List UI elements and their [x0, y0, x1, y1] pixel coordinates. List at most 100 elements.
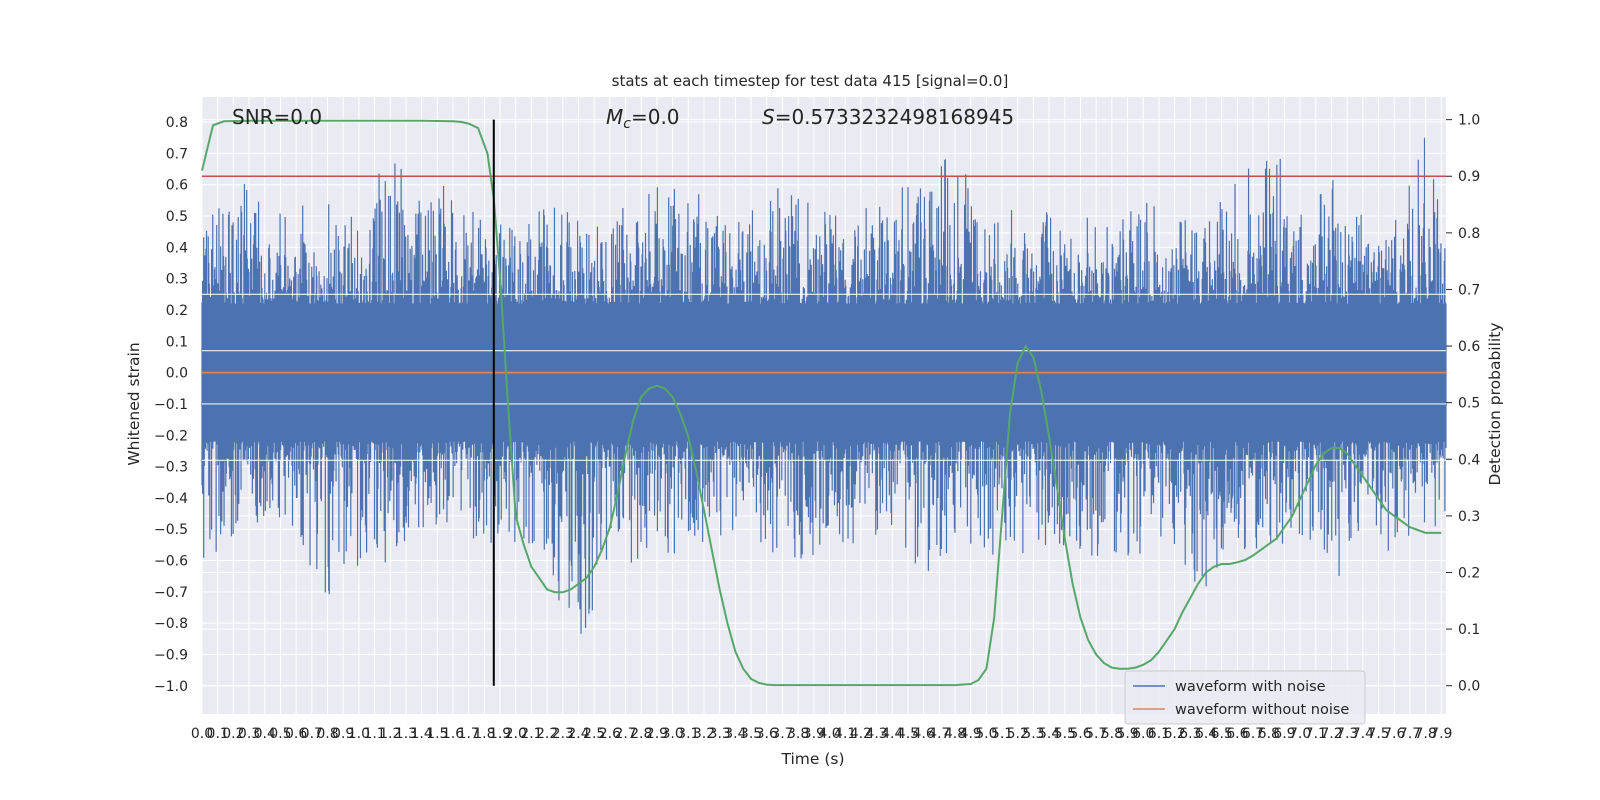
y2-tick-label: 0.2	[1458, 565, 1480, 581]
y-tick-label: 0.4	[166, 240, 188, 256]
x-tick-label: 3.4	[724, 726, 746, 742]
x-tick-label: 0.2	[222, 726, 244, 742]
y-tick-label: 0.5	[166, 209, 188, 225]
y2-axis-label: Detection probability	[1486, 323, 1504, 486]
x-tick-label: 3.6	[756, 726, 778, 742]
x-tick-label: 4.6	[912, 726, 934, 742]
x-tick-label: 5.3	[1022, 726, 1044, 742]
line-layer	[201, 119, 1446, 687]
y2-tick-label: 0.3	[1458, 509, 1480, 525]
chirp-mass-value: =0.0	[631, 105, 680, 129]
x-tick-label: 6.0	[1132, 726, 1154, 742]
x-tick-label: 0.1	[207, 726, 229, 742]
snr-annotation: SNR=0.0	[232, 105, 322, 129]
x-tick-label: 7.5	[1367, 726, 1389, 742]
x-tick-label: 1.8	[473, 726, 495, 742]
score-value: =0.5733232498168945	[775, 105, 1014, 129]
y-tick-label: 0.0	[166, 366, 188, 382]
x-tick-label: 7.6	[1383, 726, 1405, 742]
x-tick-label: 3.0	[661, 726, 683, 742]
tick-layer: 0.00.10.20.30.40.50.60.70.80.91.01.11.21…	[154, 113, 1480, 742]
y-tick-label: 0.3	[166, 272, 188, 288]
x-tick-label: 3.1	[677, 726, 699, 742]
x-tick-label: 0.4	[254, 726, 276, 742]
x-tick-label: 6.6	[1226, 726, 1248, 742]
y-axis-label: Whitened strain	[125, 342, 143, 465]
y2-tick-label: 0.5	[1458, 396, 1480, 412]
x-tick-label: 2.1	[520, 726, 542, 742]
x-tick-label: 7.1	[1305, 726, 1327, 742]
y-tick-label: 0.1	[166, 334, 188, 350]
x-tick-label: 5.6	[1069, 726, 1091, 742]
x-tick-label: 2.2	[536, 726, 558, 742]
x-tick-label: 4.0	[818, 726, 840, 742]
x-tick-label: 2.4	[567, 726, 589, 742]
x-tick-label: 7.7	[1399, 726, 1421, 742]
y-tick-label: −0.1	[154, 397, 188, 413]
x-tick-label: 1.4	[410, 726, 432, 742]
x-tick-label: 3.5	[740, 726, 762, 742]
x-tick-label: 6.1	[1148, 726, 1170, 742]
x-tick-label: 4.3	[865, 726, 887, 742]
x-tick-label: 7.4	[1352, 726, 1374, 742]
legend: waveform with noise waveform without noi…	[1124, 670, 1366, 725]
legend-label-clean: waveform without noise	[1175, 702, 1349, 718]
x-tick-label: 7.3	[1336, 726, 1358, 742]
x-tick-label: 1.6	[442, 726, 464, 742]
x-tick-label: 1.9	[489, 726, 511, 742]
x-tick-label: 6.4	[1195, 726, 1217, 742]
x-tick-label: 4.9	[960, 726, 982, 742]
x-tick-label: 7.8	[1414, 726, 1436, 742]
chart-title: stats at each timestep for test data 415…	[612, 72, 1009, 90]
x-tick-label: 0.6	[285, 726, 307, 742]
x-tick-label: 0.9	[332, 726, 354, 742]
y-tick-label: 0.6	[166, 178, 188, 194]
x-tick-label: 5.9	[1116, 726, 1138, 742]
y2-tick-label: 0.6	[1458, 339, 1480, 355]
x-tick-label: 4.8	[944, 726, 966, 742]
x-tick-label: 3.9	[803, 726, 825, 742]
x-tick-label: 0.0	[191, 726, 213, 742]
x-tick-label: 5.2	[1007, 726, 1029, 742]
chirp-mass-subscript: c	[623, 116, 631, 132]
x-tick-label: 6.9	[1273, 726, 1295, 742]
x-tick-label: 2.6	[599, 726, 621, 742]
x-tick-label: 7.2	[1320, 726, 1342, 742]
legend-box	[1124, 670, 1366, 725]
chirp-mass-symbol: M	[606, 105, 623, 129]
x-tick-label: 4.2	[850, 726, 872, 742]
x-tick-label: 3.3	[709, 726, 731, 742]
x-tick-label: 5.8	[1101, 726, 1123, 742]
x-axis-label: Time (s)	[780, 750, 844, 768]
x-tick-label: 1.2	[379, 726, 401, 742]
y-tick-label: 0.7	[166, 146, 188, 162]
x-tick-label: 6.5	[1211, 726, 1233, 742]
y2-tick-label: 0.9	[1458, 169, 1480, 185]
x-tick-label: 5.7	[1085, 726, 1107, 742]
y2-tick-label: 0.1	[1458, 622, 1480, 638]
x-tick-label: 5.1	[991, 726, 1013, 742]
y-tick-label: −0.9	[154, 647, 188, 663]
legend-label-noisy: waveform with noise	[1175, 679, 1326, 695]
x-tick-label: 0.8	[316, 726, 338, 742]
x-tick-label: 3.7	[771, 726, 793, 742]
x-tick-label: 5.0	[975, 726, 997, 742]
x-tick-label: 2.0	[505, 726, 527, 742]
score-symbol: S	[762, 105, 775, 129]
x-tick-label: 4.7	[928, 726, 950, 742]
y-tick-label: −0.3	[154, 460, 188, 476]
x-tick-label: 7.0	[1289, 726, 1311, 742]
chirp-mass-annotation: Mc=0.0	[606, 105, 680, 132]
y-tick-label: −0.5	[154, 522, 188, 538]
x-tick-label: 7.9	[1430, 726, 1452, 742]
x-tick-label: 1.0	[348, 726, 370, 742]
x-tick-label: 1.1	[363, 726, 385, 742]
x-tick-label: 1.3	[395, 726, 417, 742]
x-tick-label: 0.7	[301, 726, 323, 742]
x-tick-label: 5.5	[1054, 726, 1076, 742]
y-tick-label: −0.7	[154, 585, 188, 601]
y2-tick-label: 0.8	[1458, 226, 1480, 242]
y-tick-label: −1.0	[154, 679, 188, 695]
y2-tick-label: 0.0	[1458, 679, 1480, 695]
